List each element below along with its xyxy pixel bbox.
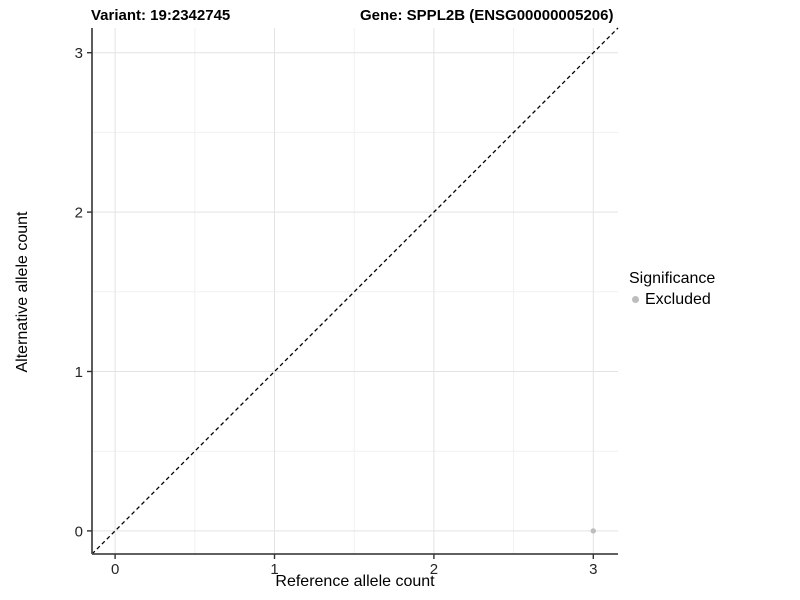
legend-item-label: Excluded (645, 291, 711, 308)
y-tick-label: 0 (75, 523, 83, 540)
legend: Significance Excluded (629, 268, 715, 310)
x-tick-label: 3 (589, 561, 597, 578)
y-axis-title: Alternative allele count (14, 211, 31, 373)
y-tick-label: 2 (75, 205, 83, 222)
variant-title: Variant: 19:2342745 (91, 7, 231, 24)
x-tick-label: 1 (270, 561, 278, 578)
y-tick-label: 1 (75, 364, 83, 381)
identity-line (91, 27, 619, 555)
gene-title: Gene: SPPL2B (ENSG00000005206) (360, 7, 614, 24)
legend-title: Significance (629, 270, 716, 287)
data-point (590, 528, 596, 534)
x-axis-title: Reference allele count (275, 573, 435, 590)
x-tick-label: 0 (111, 561, 119, 578)
x-tick-label: 2 (430, 561, 438, 578)
legend-item-excluded: Excluded (629, 289, 715, 310)
excluded-point-icon (632, 296, 639, 303)
y-tick-label: 3 (75, 45, 83, 62)
